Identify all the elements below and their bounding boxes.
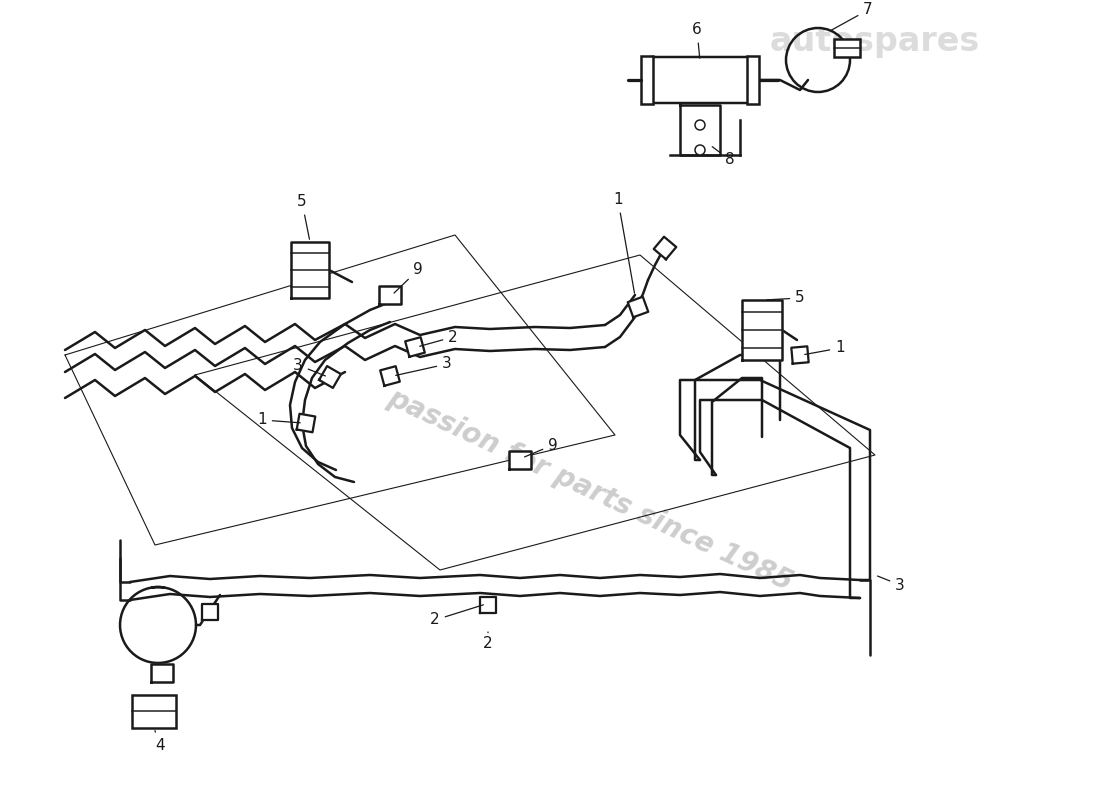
Circle shape	[695, 120, 705, 130]
Bar	[132, 695, 176, 728]
Text: 5: 5	[767, 290, 805, 306]
Polygon shape	[202, 604, 218, 620]
Polygon shape	[405, 338, 425, 357]
Polygon shape	[381, 366, 399, 386]
Bar	[834, 39, 859, 57]
Text: passion for parts since 1985: passion for parts since 1985	[383, 383, 796, 597]
Text: 9: 9	[525, 438, 558, 457]
Polygon shape	[653, 237, 676, 259]
Text: autospares: autospares	[770, 26, 980, 58]
Polygon shape	[680, 105, 720, 155]
Polygon shape	[480, 597, 496, 613]
Text: 6: 6	[692, 22, 702, 58]
Bar	[748, 56, 759, 104]
Polygon shape	[742, 300, 782, 360]
Text: 3: 3	[396, 357, 452, 375]
Polygon shape	[791, 346, 808, 364]
Text: 1: 1	[257, 413, 300, 427]
Text: 8: 8	[712, 146, 735, 167]
Polygon shape	[151, 664, 173, 682]
Text: 1: 1	[805, 341, 845, 355]
FancyBboxPatch shape	[648, 57, 752, 103]
Polygon shape	[628, 297, 648, 318]
Text: 7: 7	[830, 2, 872, 30]
Polygon shape	[379, 286, 401, 304]
Polygon shape	[297, 414, 316, 432]
Polygon shape	[509, 451, 531, 469]
Text: 2: 2	[483, 632, 493, 650]
Text: 1: 1	[613, 193, 635, 294]
Polygon shape	[319, 366, 341, 388]
Polygon shape	[292, 242, 329, 298]
Bar	[640, 56, 652, 104]
Text: 9: 9	[394, 262, 422, 293]
Text: 2: 2	[430, 605, 483, 627]
Text: 3: 3	[878, 576, 905, 593]
Circle shape	[695, 145, 705, 155]
Text: 3: 3	[293, 358, 326, 376]
Text: 4: 4	[155, 730, 165, 753]
Text: 5: 5	[297, 194, 309, 239]
Text: 2: 2	[420, 330, 458, 346]
